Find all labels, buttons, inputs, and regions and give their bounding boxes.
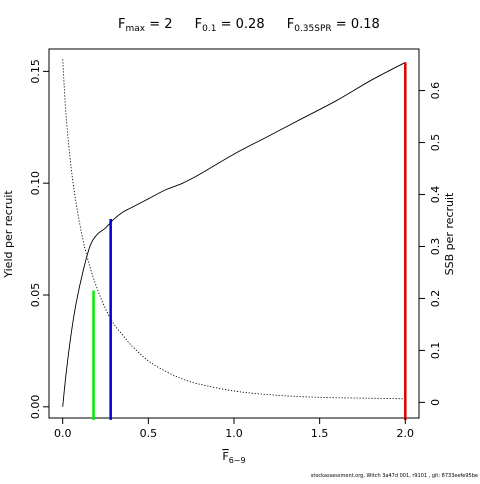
- y-right-tick-label: 0.4: [429, 186, 442, 204]
- axes-layer: 0.0 0.5 1.0 1.5 2.0 0.00 0.05 0.10 0.15 0 0.1 0.2 0.…: [29, 59, 442, 440]
- y-right-tick-label: 0: [429, 399, 442, 406]
- y-right-tick-label: 0.6: [429, 82, 442, 100]
- title-f035-sub: 0.35SPR: [294, 24, 331, 34]
- y-left-tick-label: 0.05: [29, 283, 42, 308]
- title-f01-label: F: [195, 17, 202, 32]
- y-left-tick-label: 0.10: [29, 171, 42, 196]
- series-layer: [62, 59, 406, 407]
- chart-title: Fmax = 2 F0.1 = 0.28 F0.35SPR = 0.18: [118, 17, 380, 34]
- x-tick-label: 0.5: [140, 427, 158, 440]
- y-right-axis-label: SSB per recruit: [443, 192, 456, 275]
- title-f01-value: = 0.28: [216, 17, 264, 32]
- y-left-axis-label: Yield per recruit: [2, 190, 15, 279]
- x-axis-label: F6−9: [222, 450, 245, 465]
- yield-per-recruit-line: [62, 62, 406, 407]
- y-left-tick-label: 0.15: [29, 59, 42, 84]
- title-fmax-sub: max: [125, 24, 145, 34]
- y-right-tick-label: 0.3: [429, 238, 442, 256]
- x-tick-label: 2.0: [397, 427, 415, 440]
- title-f035-label: F: [287, 17, 294, 32]
- x-axis-label-main: F: [222, 450, 228, 463]
- title-fmax-value: = 2: [145, 17, 172, 32]
- title-fmax-label: F: [118, 17, 125, 32]
- x-tick-label: 1.5: [311, 427, 329, 440]
- reference-lines-layer: [92, 62, 407, 420]
- y-right-tick-label: 0.1: [429, 342, 442, 360]
- y-right-tick-label: 0.5: [429, 134, 442, 152]
- y-right-tick-label: 0.2: [429, 290, 442, 308]
- x-axis-label-sub: 6−9: [229, 456, 246, 465]
- ssb-per-recruit-line: [62, 59, 406, 400]
- title-f01-sub: 0.1: [202, 24, 216, 34]
- y-left-tick-label: 0.00: [29, 395, 42, 420]
- x-tick-label: 1.0: [225, 427, 243, 440]
- x-tick-label: 0.0: [54, 427, 72, 440]
- title-f035-value: = 0.18: [332, 17, 380, 32]
- plot-frame: [48, 48, 420, 419]
- footer-credit: stockassessment.org, Witch 3a47d 001, r9…: [311, 473, 478, 479]
